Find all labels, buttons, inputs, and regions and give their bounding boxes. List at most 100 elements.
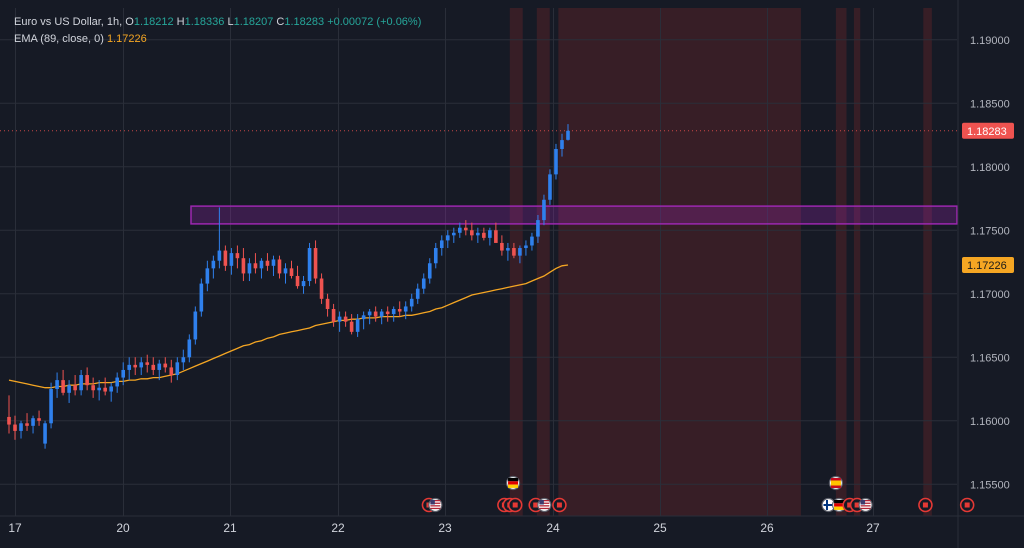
session-highlight [558, 8, 801, 516]
symbol-title: Euro vs US Dollar, 1h, [14, 16, 123, 28]
candle-body [379, 311, 384, 317]
last-price-label: 1.18283 [967, 126, 1007, 138]
price-tick-label: 1.16000 [970, 416, 1010, 428]
bullish-candle [476, 227, 480, 243]
session-highlight [923, 8, 932, 516]
candle-body [79, 375, 83, 391]
bullish-candle [488, 227, 492, 246]
flag-stripe [430, 500, 441, 502]
bullish-candle [518, 245, 522, 264]
us-flag-icon[interactable] [537, 497, 552, 513]
candle-body [433, 248, 438, 264]
price-axis[interactable]: 1.15500 1.16000 1.16500 1.17000 1.17500 1.180… [957, 0, 1014, 548]
red-event-icon[interactable] [507, 497, 523, 513]
es-flag-icon[interactable] [828, 475, 844, 491]
candle-body [19, 423, 23, 431]
candle-body [343, 316, 348, 322]
candle-body [85, 375, 89, 386]
ohlc-legend-row: Euro vs US Dollar, 1h, O1.18212 H1.18336… [14, 14, 421, 31]
time-tick-label: 25 [653, 521, 667, 535]
us-flag-icon[interactable] [858, 497, 873, 513]
bearish-candle [37, 410, 41, 426]
bullish-candle [43, 420, 47, 449]
bearish-candle [500, 235, 504, 256]
candle-body [506, 248, 510, 251]
candle-body [464, 227, 468, 231]
time-axis[interactable]: 17 20 21 22 23 24 25 26 27 [0, 515, 1024, 535]
close-label: C [276, 16, 285, 28]
candle-body [421, 278, 426, 289]
candle-body [223, 250, 228, 266]
red-event-icon[interactable] [918, 497, 933, 513]
flag-stripe [823, 504, 834, 506]
red-event-icon[interactable] [552, 497, 567, 513]
flag-stripe [834, 500, 845, 504]
open-value: 1.18212 [133, 16, 174, 28]
bullish-candle [271, 255, 276, 276]
candle-body [217, 250, 222, 261]
bearish-candle [385, 306, 390, 322]
bullish-candle [337, 311, 342, 332]
flag-stripe [860, 500, 871, 502]
bullish-candle [524, 240, 528, 256]
flag-stripe [825, 500, 828, 510]
last-price-badge [962, 122, 1014, 139]
bullish-candle [157, 359, 162, 381]
bullish-candle [109, 382, 113, 402]
bullish-candle [355, 314, 360, 337]
flag-stripe [539, 505, 550, 507]
flag-stripe [830, 480, 841, 486]
high-value: 1.18336 [184, 16, 225, 28]
us-flag-icon[interactable] [428, 497, 443, 513]
candle-body [205, 268, 210, 284]
candle-body [415, 288, 420, 299]
candle-body [554, 148, 558, 175]
red-event-icon[interactable] [959, 497, 975, 513]
bullish-candle [211, 255, 216, 279]
candle-body [488, 230, 492, 238]
flag-canton [430, 500, 435, 505]
candle-body [289, 268, 294, 276]
ema-value-label: 1.17226 [967, 260, 1007, 272]
bullish-candle [367, 308, 372, 325]
bearish-candle [464, 220, 468, 236]
candle-body [211, 260, 216, 269]
candle-body [301, 281, 306, 287]
bullish-candle [31, 415, 35, 434]
bullish-candle [433, 242, 438, 269]
candle-body [403, 306, 408, 312]
candle-body [325, 298, 330, 309]
ema-line-layer [0, 130, 957, 389]
open-label: O [125, 16, 134, 28]
candle-body [229, 253, 234, 266]
candle-body [313, 248, 318, 279]
candle-body [259, 260, 264, 269]
candle-body [115, 377, 119, 387]
candle-body [451, 232, 456, 236]
fi-flag-icon[interactable] [821, 497, 836, 513]
candle-body [133, 364, 138, 368]
bearish-candle [145, 354, 150, 373]
candle-body [271, 259, 276, 266]
ema-legend-row[interactable]: EMA (89, close, 0) 1.17226 [14, 31, 421, 48]
bullish-candle [19, 420, 23, 439]
session-highlight [536, 8, 550, 516]
event-markers[interactable] [421, 475, 975, 513]
candle-body [241, 258, 246, 274]
bullish-candle [121, 362, 126, 386]
de-flag-icon[interactable] [505, 475, 521, 491]
candle-body [391, 308, 396, 315]
candle-body [458, 227, 462, 233]
time-tick-label: 23 [438, 521, 452, 535]
flag-stripe [508, 481, 519, 485]
bearish-candle [223, 245, 228, 271]
time-tick-label: 24 [546, 521, 560, 535]
bearish-candle [265, 253, 270, 271]
bearish-candle [289, 260, 294, 279]
candle-body [145, 362, 150, 365]
candle-body [157, 363, 162, 370]
candle-body [355, 319, 360, 332]
bearish-candle [277, 255, 282, 279]
candle-body [518, 248, 522, 256]
